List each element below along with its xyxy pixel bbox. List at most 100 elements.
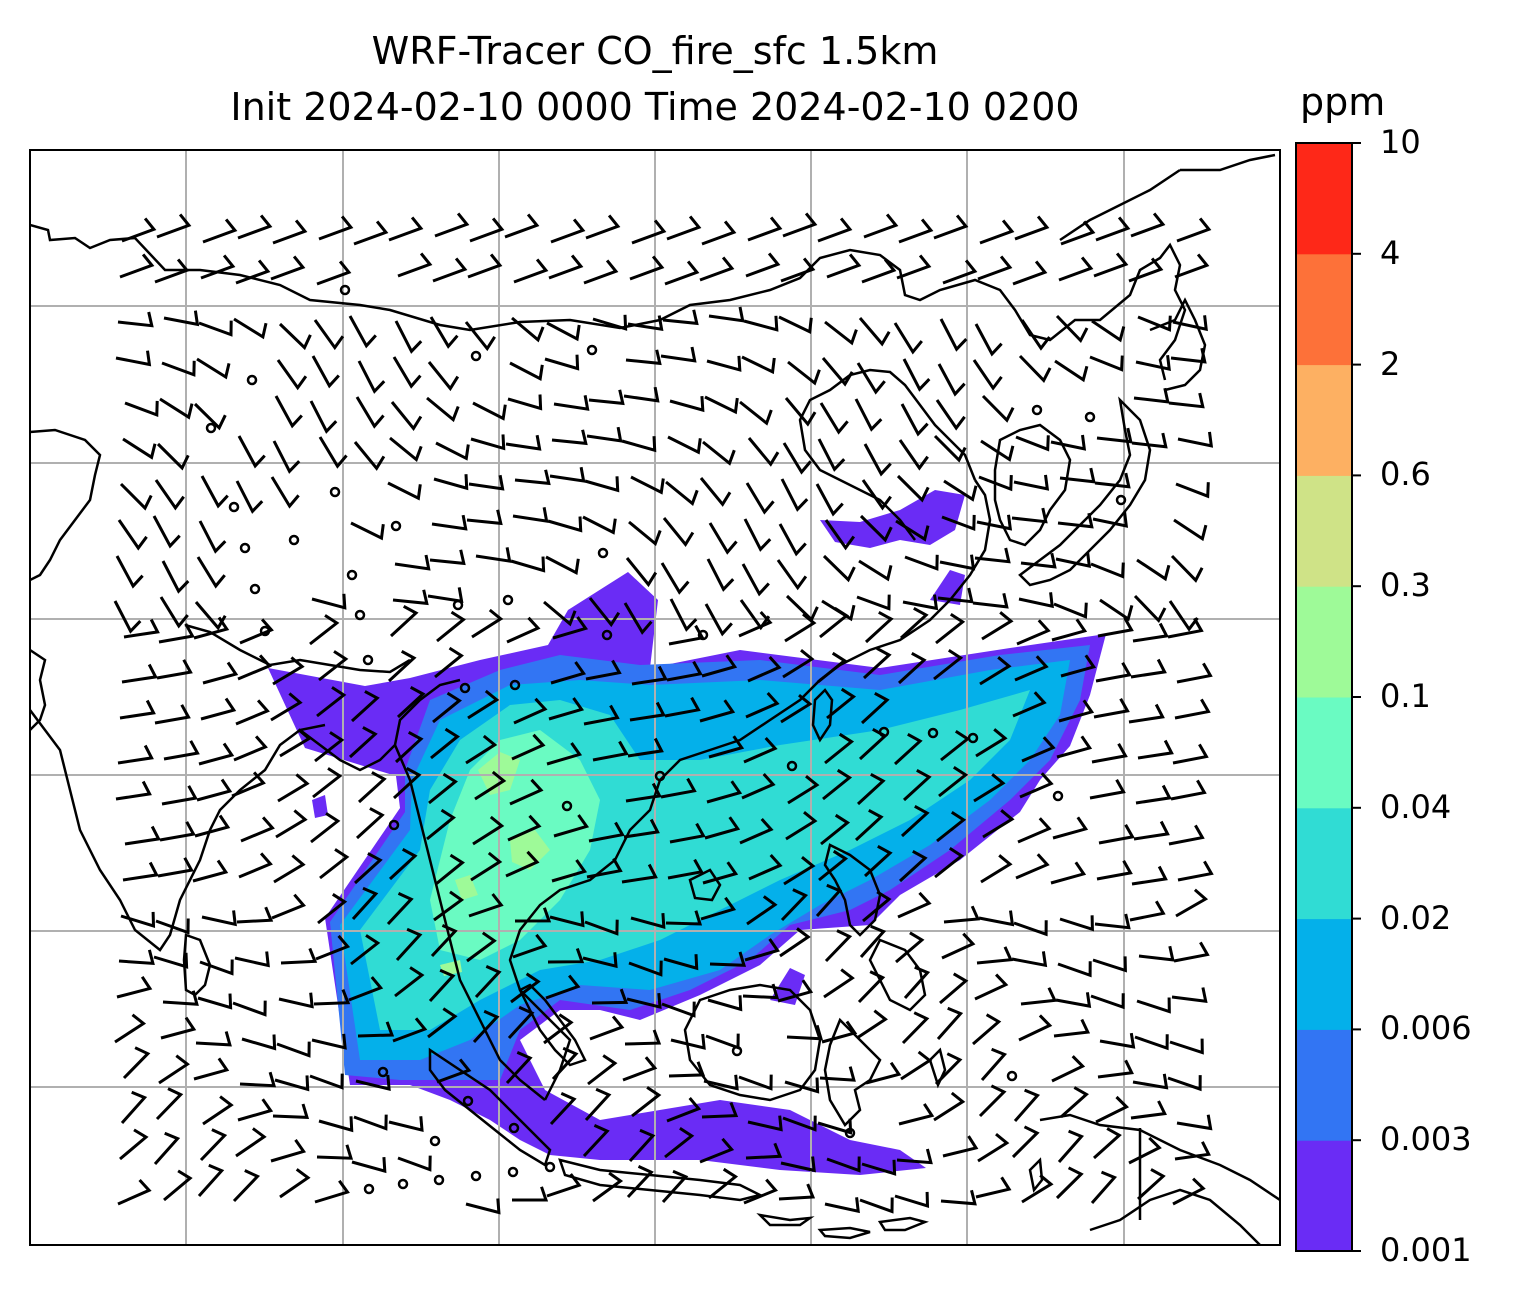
wind-barb <box>982 809 1015 839</box>
wind-barb <box>784 1077 820 1094</box>
wind-barb <box>351 1157 387 1174</box>
wind-barb <box>974 323 1003 357</box>
wind-barb <box>309 400 338 434</box>
wind-barb <box>234 951 270 968</box>
wind-barb <box>310 812 341 844</box>
wind-barb <box>548 697 585 721</box>
wind-barb <box>200 475 229 509</box>
wind-barb <box>386 892 414 926</box>
wind-barb <box>584 919 619 936</box>
wind-barb <box>316 260 352 286</box>
wind-barb <box>122 1046 151 1080</box>
wind-barb <box>862 890 892 923</box>
wind-barb <box>431 514 468 531</box>
wind-barb <box>662 309 699 326</box>
wind-barb <box>1092 511 1129 528</box>
wind-barb <box>510 972 541 1004</box>
wind-barb <box>117 519 148 551</box>
coast-japan-north <box>1149 297 1207 392</box>
colorbar-tick-label: 2 <box>1380 344 1401 383</box>
calm-circle <box>339 284 351 296</box>
wind-barb <box>1099 598 1134 622</box>
wind-barb <box>936 1006 964 1040</box>
wind-barb <box>787 360 821 386</box>
wind-barb <box>469 217 505 243</box>
wind-barb <box>202 661 239 685</box>
wind-barb <box>396 685 426 719</box>
wind-barb <box>936 811 967 843</box>
wind-barb <box>1177 860 1214 882</box>
wind-barb <box>1171 987 1208 1003</box>
wind-barb <box>434 212 470 238</box>
wind-barb <box>1137 739 1174 760</box>
wind-barb <box>313 319 345 351</box>
wind-barb <box>1091 742 1128 764</box>
wind-barb <box>854 808 884 842</box>
calm-circle <box>388 819 400 831</box>
wind-barb <box>163 310 200 327</box>
colorbar-segment <box>1296 1029 1352 1141</box>
wind-barb <box>550 661 587 685</box>
wind-barb <box>896 474 930 503</box>
colorbar <box>1295 142 1361 1252</box>
wind-barb <box>625 557 658 588</box>
wind-barb <box>394 320 423 354</box>
wind-barb <box>743 736 778 764</box>
wind-barb <box>974 973 1009 1001</box>
wind-barb <box>976 514 1013 531</box>
wind-barb <box>978 1084 1007 1118</box>
wind-barb <box>748 853 783 881</box>
wind-barb <box>582 952 618 969</box>
wind-barbs <box>113 212 1214 1215</box>
wind-barb <box>705 1033 740 1050</box>
wind-barb <box>1053 602 1088 619</box>
wind-barb <box>623 818 660 839</box>
wind-barb <box>192 859 229 883</box>
wind-barb <box>1090 993 1125 1010</box>
wind-barb <box>394 730 424 764</box>
calm-circle <box>205 422 217 434</box>
wind-barb <box>355 807 385 840</box>
coast-india <box>30 428 102 582</box>
wind-barb <box>387 481 422 501</box>
wind-barb <box>350 521 385 541</box>
wind-barb <box>785 594 819 623</box>
wind-barb <box>236 906 274 924</box>
wind-barb <box>357 771 387 804</box>
wind-barb <box>1094 472 1131 489</box>
wind-barb <box>706 355 742 372</box>
wind-barb <box>315 934 351 961</box>
wind-barb <box>1170 347 1207 364</box>
wind-barb <box>629 255 665 281</box>
wind-barb <box>823 968 855 999</box>
wind-barb <box>427 587 464 604</box>
wind-barb <box>156 659 193 680</box>
wind-barb <box>428 772 458 805</box>
wind-barb <box>430 727 460 760</box>
wind-barb <box>427 361 460 392</box>
wind-barb <box>819 1066 856 1082</box>
calm-circle <box>601 629 613 641</box>
wind-barb <box>466 509 503 526</box>
wind-barb <box>317 893 348 925</box>
wind-barb <box>551 1046 579 1081</box>
wind-barb <box>1089 355 1124 372</box>
wind-barb <box>1090 1170 1118 1204</box>
wind-barb <box>1021 736 1056 763</box>
wind-barb <box>514 907 552 923</box>
wind-barb <box>200 697 237 721</box>
wind-barb <box>119 1128 149 1161</box>
wind-barb <box>1099 1032 1136 1049</box>
wind-barb <box>699 477 732 507</box>
wind-barb <box>588 821 625 843</box>
wind-barb <box>898 849 928 883</box>
wind-barb <box>1097 616 1134 638</box>
calm-circle <box>1084 411 1096 423</box>
coast-bay-of-bengal <box>299 678 461 772</box>
wind-barb <box>547 947 585 964</box>
wind-barb <box>160 1016 197 1040</box>
wind-barb <box>785 811 818 841</box>
wind-barb <box>278 992 314 1009</box>
wind-barb <box>706 780 743 804</box>
wind-barb <box>1170 554 1204 583</box>
